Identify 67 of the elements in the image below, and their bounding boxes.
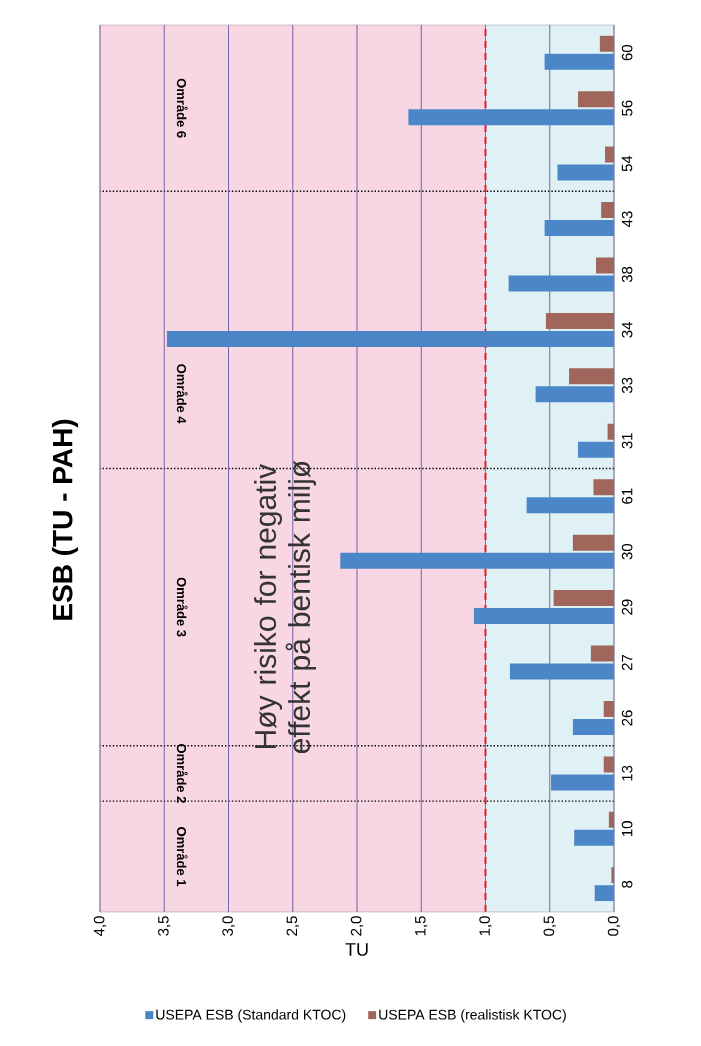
- y-tick-label: 31: [621, 433, 633, 449]
- bar: [596, 257, 615, 274]
- y-tick-label: 38: [621, 266, 633, 283]
- bar: [526, 497, 615, 514]
- bar: [553, 590, 615, 607]
- bar: [605, 146, 615, 163]
- text: ESB (TU - PAH): [51, 419, 79, 620]
- bar: [599, 35, 615, 52]
- bar: [590, 645, 615, 662]
- bar: [340, 552, 615, 569]
- annotation: Område 4: [176, 364, 188, 424]
- x-tick-label: 2,5: [286, 916, 299, 936]
- annotation: Område 6: [176, 78, 188, 138]
- bar: [578, 91, 615, 108]
- bar: [603, 700, 615, 717]
- bar: [593, 479, 615, 496]
- bar: [408, 109, 615, 126]
- annotation: Område 1: [176, 827, 188, 887]
- y-tick-label: 34: [621, 321, 633, 338]
- x-tick-label: 3,0: [222, 916, 235, 936]
- bar: [572, 534, 615, 551]
- y-tick-label: 61: [621, 488, 633, 504]
- y-tick-label: 56: [621, 100, 633, 116]
- x-tick-label: 1,0: [479, 916, 492, 936]
- bar: [509, 663, 615, 680]
- legend-label: USEPA ESB (realistisk KTOC): [379, 1009, 566, 1023]
- x-tick-label: 3,5: [158, 916, 171, 936]
- bar: [569, 368, 615, 385]
- bar: [607, 423, 615, 440]
- bar: [544, 220, 615, 237]
- y-tick-label: 8: [621, 880, 633, 888]
- y-tick-label: 54: [621, 155, 633, 172]
- y-tick-label: 26: [621, 710, 633, 726]
- y-tick-label: 33: [621, 377, 633, 394]
- bar: [557, 164, 615, 181]
- legend-label: USEPA ESB (Standard KTOC): [156, 1009, 346, 1023]
- bar: [551, 774, 615, 791]
- y-tick-label: 60: [621, 44, 633, 61]
- bar: [545, 312, 615, 329]
- bar: [608, 811, 615, 828]
- bar: [572, 718, 615, 735]
- y-tick-label: 29: [621, 599, 633, 615]
- y-tick-label: 27: [621, 654, 633, 671]
- y-tick-label: 10: [621, 821, 633, 837]
- bar: [166, 330, 615, 347]
- y-tick-label: 13: [621, 765, 633, 781]
- bar: [611, 867, 615, 884]
- bar: [544, 53, 615, 70]
- y-tick-label: 43: [621, 211, 633, 228]
- annotation: Område 3: [176, 577, 188, 637]
- x-tick-label: 0,5: [543, 916, 556, 936]
- x-tick-label: 4,0: [93, 916, 107, 937]
- bar: [535, 386, 615, 403]
- bar: [473, 608, 615, 625]
- bar: [594, 885, 615, 902]
- bar: [574, 829, 615, 846]
- bar: [508, 275, 615, 292]
- bar: [601, 202, 615, 219]
- bar: [578, 441, 615, 458]
- bar: [603, 756, 615, 773]
- x-tick-label: 2,0: [350, 916, 364, 936]
- y-tick-label: 30: [621, 543, 633, 560]
- band-label: Høy risiko for negativ effekt på bentisk miljø: [254, 460, 317, 754]
- x-tick-label: 1,5: [415, 916, 428, 936]
- x-axis-title: TU: [345, 943, 368, 956]
- annotation: Område 2: [176, 743, 188, 803]
- x-tick-label: 0,0: [607, 916, 621, 936]
